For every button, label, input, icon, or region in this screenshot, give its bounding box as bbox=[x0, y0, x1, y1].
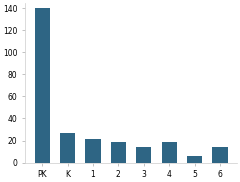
Bar bbox=[187, 156, 202, 163]
Bar bbox=[85, 139, 101, 163]
Bar bbox=[60, 133, 75, 163]
Bar bbox=[212, 147, 228, 163]
Bar bbox=[162, 142, 177, 163]
Bar bbox=[35, 8, 50, 163]
Bar bbox=[111, 142, 126, 163]
Bar bbox=[136, 147, 151, 163]
